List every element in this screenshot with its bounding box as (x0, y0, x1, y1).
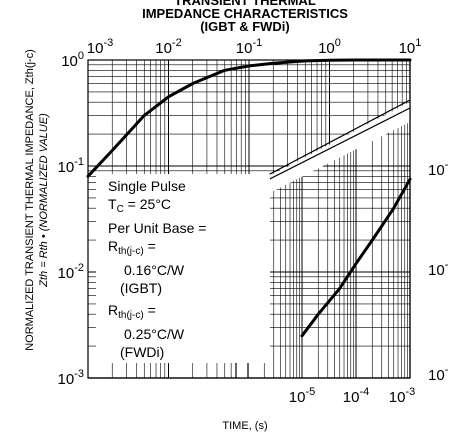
annotation-fwdi-label: (FWDi) (120, 344, 165, 360)
annotation-single-pulse: Single Pulse (108, 178, 186, 194)
left-y-tick-label: 10-2 (58, 262, 84, 282)
left-y-tick-label: 10-1 (58, 156, 84, 176)
chart-title-line-2: IMPEDANCE CHARACTERISTICS (142, 6, 348, 21)
panel-divider-band (236, 102, 410, 378)
right-y-tick-label: 10- (428, 159, 449, 179)
chart-title-line-1: TRANSIENT THERMAL (174, 0, 316, 8)
right-x-tick-label: 10-5 (289, 386, 315, 406)
chart-title-line-3: (IGBT & FWDi) (200, 19, 290, 34)
right-x-tick-label: 10-4 (343, 386, 369, 406)
left-y-tick-label: 10-3 (58, 368, 84, 388)
right-panel-top-edge (247, 107, 411, 191)
right-y-tick-label: 10- (428, 259, 449, 279)
tick-labels: 10-3 10-2 10-1 100 101 100 10-1 10-2 10-3 10-5 10-… (58, 37, 449, 406)
annotation-tc: TC = 25°C (108, 196, 172, 215)
annotation-igbt-label: (IGBT) (120, 280, 162, 296)
right-x-tick-label: 10-3 (389, 386, 415, 406)
right-panel-curve (300, 177, 412, 338)
annotation-per-unit: Per Unit Base = (108, 220, 207, 236)
left-x-tick-label: 10-3 (87, 37, 113, 57)
x-axis-label: TIME, (s) (222, 420, 268, 432)
annotation-igbt-value: 0.16°C/W (124, 262, 185, 278)
curves (86, 58, 412, 338)
left-x-tick-label: 10-1 (236, 37, 262, 57)
left-x-tick-label: 10-2 (155, 37, 181, 57)
left-x-tick-label: 101 (399, 37, 422, 57)
annotation-fwdi-value: 0.25°C/W (124, 326, 185, 342)
annotation-box: Single Pulse TC = 25°C Per Unit Base = R… (96, 174, 270, 363)
left-x-tick-label: 100 (318, 37, 341, 57)
annotation-rth-igbt: Rth(j-c) = (108, 238, 156, 257)
annotation-rth-fwdi: Rth(j-c) = (108, 302, 156, 321)
left-panel-curve (86, 58, 412, 178)
right-y-tick-label: 10- (428, 364, 449, 384)
left-y-tick-label: 100 (61, 50, 84, 70)
